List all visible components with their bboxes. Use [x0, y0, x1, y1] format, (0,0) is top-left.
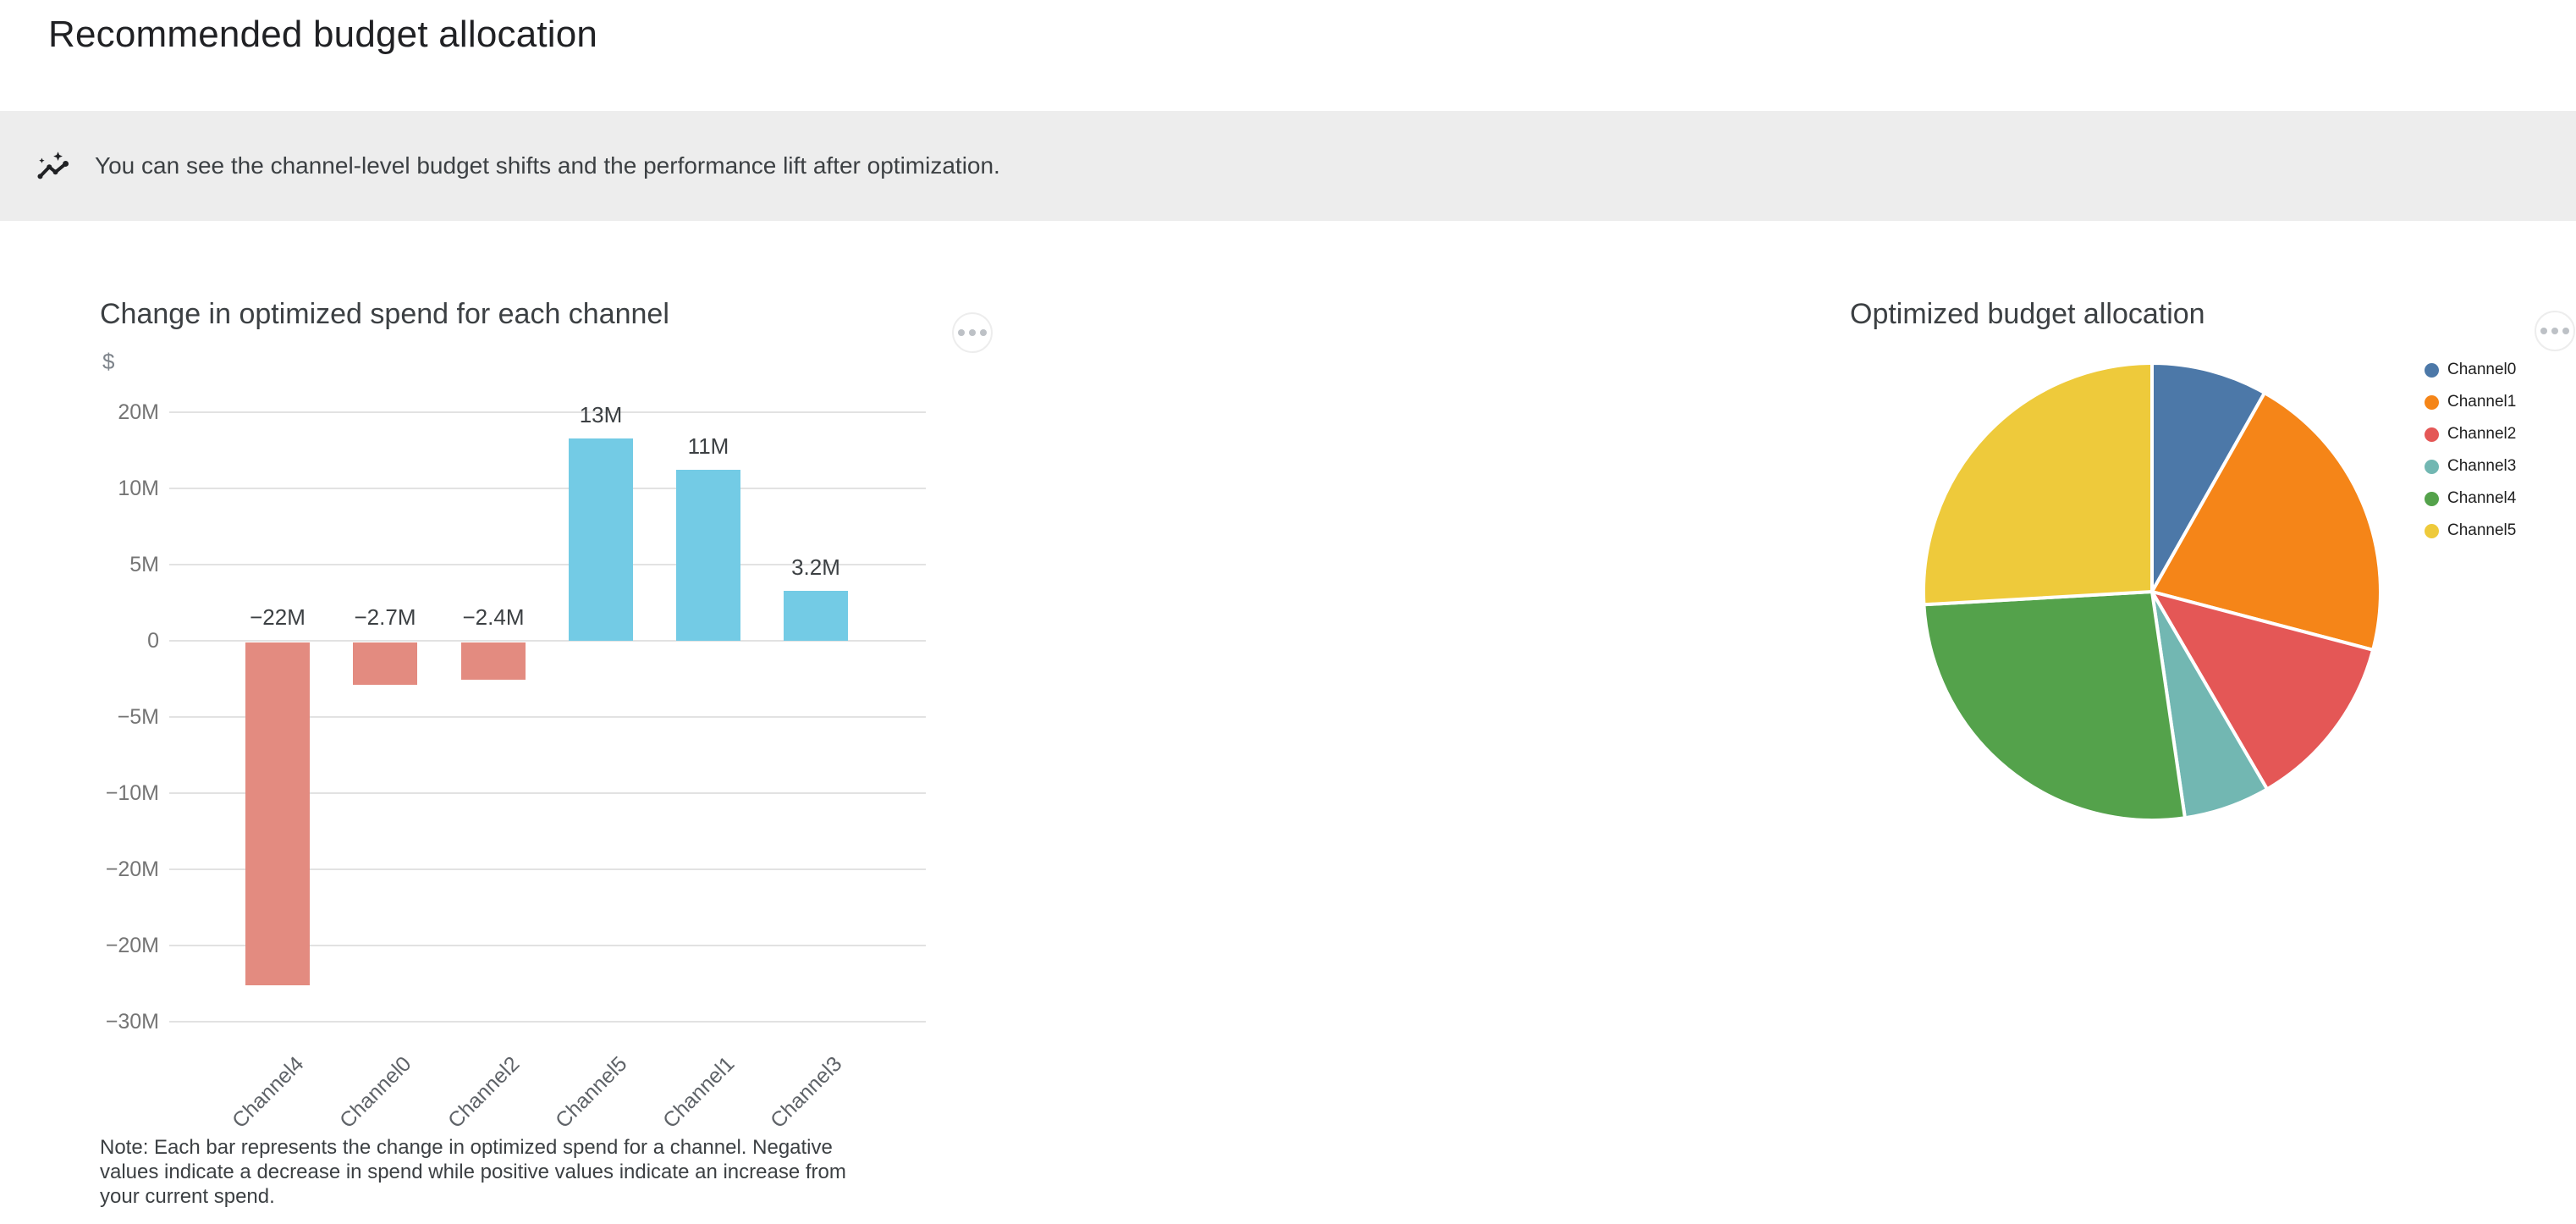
- legend-item-Channel3: Channel3: [2425, 450, 2516, 482]
- bar-value-label: 13M: [579, 401, 623, 427]
- pie-slice-Channel0[interactable]: [2150, 361, 2266, 593]
- y-gridline: [169, 564, 926, 565]
- bar-value-label: 11M: [687, 433, 729, 459]
- more-options-icon: [958, 329, 965, 336]
- page-title: Recommended budget allocation: [48, 14, 598, 55]
- y-axis-tick-label: 10M: [118, 477, 159, 500]
- y-axis-tick-label: 20M: [118, 400, 159, 424]
- insights-icon: [37, 150, 69, 182]
- pie-slice-Channel1[interactable]: [2150, 391, 2382, 652]
- banner-text: You can see the channel-level budget shi…: [95, 152, 1000, 179]
- legend-swatch-icon: [2425, 362, 2439, 378]
- y-gridline: [169, 792, 926, 794]
- bar-value-label: −2.7M: [354, 604, 416, 630]
- pie-chart: [1921, 361, 2382, 823]
- info-banner: You can see the channel-level budget shi…: [0, 111, 2576, 221]
- legend-swatch-icon: [2425, 427, 2439, 442]
- note-line: Note: Each bar represents the change in …: [100, 1136, 833, 1159]
- y-axis-unit-label: $: [102, 349, 115, 374]
- bar-Channel3[interactable]: [784, 591, 848, 641]
- y-axis-tick-label: −10M: [105, 781, 159, 805]
- note-line: values indicate a decrease in spend whil…: [100, 1161, 846, 1183]
- legend-item-Channel0: Channel0: [2425, 354, 2516, 386]
- more-options-icon: [2551, 328, 2558, 334]
- legend-label: Channel0: [2447, 361, 2517, 378]
- legend-item-Channel1: Channel1: [2425, 386, 2516, 418]
- pie-chart-more-options-button[interactable]: [2535, 311, 2575, 351]
- bar-Channel4[interactable]: [245, 642, 310, 985]
- pie-slice-Channel5[interactable]: [1921, 361, 2154, 607]
- more-options-icon: [980, 329, 987, 336]
- legend-swatch-icon: [2425, 394, 2439, 410]
- y-gridline: [169, 411, 926, 413]
- y-gridline: [169, 868, 926, 870]
- bar-value-label: −2.4M: [462, 604, 525, 630]
- y-axis-tick-label: 5M: [129, 553, 159, 576]
- bar-value-label: −22M: [250, 604, 305, 630]
- bar-chart-more-options-button[interactable]: [952, 312, 993, 353]
- more-options-icon: [969, 329, 976, 336]
- pie-slice-Channel2[interactable]: [2150, 590, 2375, 791]
- bar-chart-note: Note: Each bar represents the change in …: [100, 1135, 846, 1209]
- y-axis-tick-label: −5M: [117, 705, 159, 729]
- legend-item-Channel4: Channel4: [2425, 482, 2516, 515]
- more-options-icon: [2540, 328, 2547, 334]
- bar-value-label: 3.2M: [791, 554, 840, 581]
- bar-Channel0[interactable]: [353, 642, 417, 685]
- legend-item-Channel5: Channel5: [2425, 515, 2516, 547]
- bar-chart-title: Change in optimized spend for each chann…: [100, 298, 669, 330]
- note-line: your current spend.: [100, 1185, 275, 1208]
- pie-slice-Channel4[interactable]: [1922, 590, 2187, 823]
- legend-label: Channel2: [2447, 425, 2517, 443]
- legend-label: Channel4: [2447, 489, 2517, 507]
- bar-Channel1[interactable]: [676, 469, 740, 641]
- legend-item-Channel2: Channel2: [2425, 418, 2516, 450]
- pie-chart-title: Optimized budget allocation: [1850, 298, 2205, 330]
- y-gridline: [169, 1021, 926, 1023]
- legend-swatch-icon: [2425, 491, 2439, 506]
- y-gridline: [169, 945, 926, 946]
- y-gridline: [169, 640, 926, 642]
- legend-label: Channel3: [2447, 457, 2517, 475]
- pie-legend: Channel0 Channel1 Channel2 Channel3 Channel4…: [2425, 354, 2516, 547]
- legend-label: Channel1: [2447, 393, 2517, 411]
- y-axis-tick-label: −20M: [105, 857, 159, 881]
- y-axis-tick-label: 0: [147, 629, 159, 653]
- y-axis-tick-label: −30M: [105, 1010, 159, 1034]
- y-gridline: [169, 488, 926, 489]
- y-gridline: [169, 716, 926, 718]
- bar-Channel2[interactable]: [461, 642, 526, 681]
- legend-swatch-icon: [2425, 459, 2439, 474]
- more-options-icon: [2562, 328, 2569, 334]
- bar-Channel5[interactable]: [569, 438, 633, 641]
- legend-label: Channel5: [2447, 521, 2517, 539]
- legend-swatch-icon: [2425, 523, 2439, 538]
- y-axis-tick-label: −20M: [105, 934, 159, 957]
